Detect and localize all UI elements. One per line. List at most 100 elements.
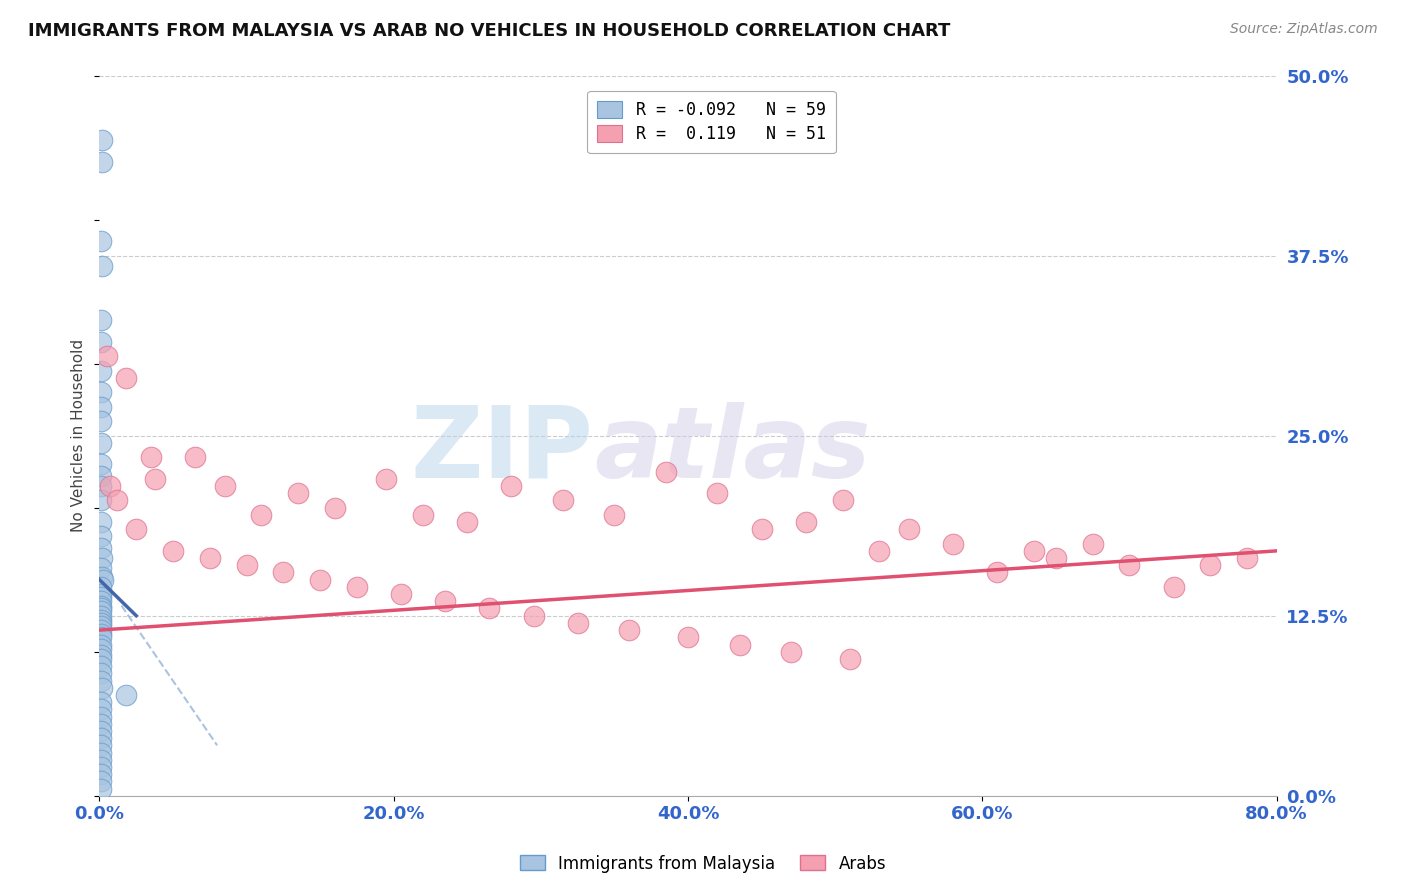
Point [478,601,501,615]
Point [90,590,112,604]
Point [90,601,112,615]
Point [90,702,112,716]
Point [1022,544,1045,558]
Point [235,558,257,573]
Point [90,723,112,738]
Point [751,522,773,536]
Point [214,479,236,493]
Point [346,580,368,594]
Point [90,385,112,400]
Point [90,594,112,608]
Text: ZIP: ZIP [411,401,593,499]
Point [90,133,112,147]
Point [868,544,890,558]
Point [90,435,112,450]
Point [1199,558,1222,573]
Point [98,479,121,493]
Point [115,371,138,385]
Point [90,638,112,652]
Point [412,508,434,522]
Point [375,472,398,486]
Point [522,608,544,623]
Point [1045,551,1067,566]
Point [1081,537,1104,551]
Point [90,681,112,695]
Point [105,493,128,508]
Point [90,627,112,641]
Text: IMMIGRANTS FROM MALAYSIA VS ARAB NO VEHICLES IN HOUSEHOLD CORRELATION CHART: IMMIGRANTS FROM MALAYSIA VS ARAB NO VEHI… [28,22,950,40]
Point [838,652,860,666]
Point [780,645,803,659]
Point [434,594,457,608]
Point [90,652,112,666]
Point [90,580,112,594]
Point [90,458,112,472]
Point [90,364,112,378]
Point [1118,558,1140,573]
Point [198,551,221,566]
Point [90,599,112,613]
Point [96,350,118,364]
Point [90,414,112,428]
Point [91,551,114,566]
Point [90,613,112,627]
Point [728,638,751,652]
Point [617,623,640,637]
Point [323,500,346,515]
Point [90,541,112,555]
Point [90,746,112,760]
Point [90,604,112,618]
Point [309,573,332,587]
Point [90,630,112,644]
Point [91,155,114,169]
Point [90,666,112,681]
Point [90,587,112,601]
Point [90,753,112,767]
Point [90,334,112,349]
Point [90,673,112,688]
Legend: Immigrants from Malaysia, Arabs: Immigrants from Malaysia, Arabs [513,848,893,880]
Point [90,615,112,630]
Point [90,623,112,637]
Point [942,537,965,551]
Text: atlas: atlas [593,401,870,499]
Point [676,630,699,644]
Point [90,781,112,796]
Point [90,529,112,543]
Point [90,774,112,789]
Y-axis label: No Vehicles in Household: No Vehicles in Household [72,339,86,533]
Point [897,522,920,536]
Point [273,566,295,580]
Point [90,479,112,493]
Point [91,570,114,584]
Point [90,648,112,662]
Point [90,709,112,723]
Point [184,450,207,465]
Point [90,515,112,529]
Legend: R = -0.092   N = 59, R =  0.119   N = 51: R = -0.092 N = 59, R = 0.119 N = 51 [588,91,835,153]
Point [90,619,112,633]
Point [1236,551,1258,566]
Point [389,587,412,601]
Point [90,641,112,656]
Text: Source: ZipAtlas.com: Source: ZipAtlas.com [1230,22,1378,37]
Point [90,313,112,327]
Point [90,716,112,731]
Point [287,486,309,500]
Point [655,465,678,479]
Point [162,544,184,558]
Point [90,695,112,709]
Point [139,450,162,465]
Point [90,760,112,774]
Point [567,615,589,630]
Point [90,561,112,575]
Point [794,515,817,529]
Point [90,659,112,673]
Point [91,259,114,273]
Point [551,493,574,508]
Point [143,472,166,486]
Point [831,493,853,508]
Point [90,493,112,508]
Point [456,515,478,529]
Point [1163,580,1185,594]
